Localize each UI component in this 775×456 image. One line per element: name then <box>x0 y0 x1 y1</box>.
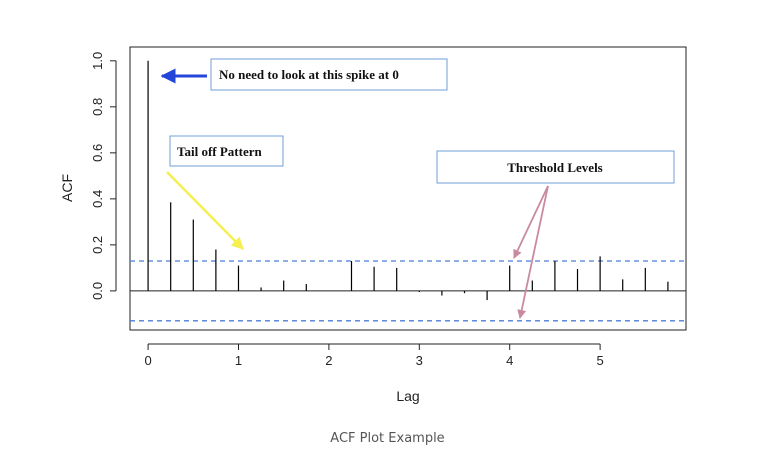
threshold-note-box <box>436 150 675 184</box>
spike-note-box <box>210 58 448 91</box>
chart-caption: ACF Plot Example <box>330 431 445 446</box>
x-tick-label: 0 <box>144 353 151 368</box>
x-tick-label: 5 <box>596 353 603 368</box>
plot-frame <box>129 46 687 331</box>
threshold-arrow-lower <box>517 185 549 319</box>
y-tick-label: 0.8 <box>90 98 105 116</box>
acf-stems <box>147 60 669 301</box>
y-tick-label: 0.4 <box>90 190 105 208</box>
threshold-arrow-upper <box>513 185 549 259</box>
tail-note-box <box>169 135 284 167</box>
y-axis-title: ACF <box>59 174 75 202</box>
x-tick-label: 3 <box>416 353 423 368</box>
y-tick-label: 0.6 <box>90 144 105 162</box>
threshold-note-text: Threshold Levels <box>507 160 602 175</box>
y-axis: 0.0 0.2 0.4 0.6 0.8 1.0 <box>90 52 117 300</box>
tail-note-arrow <box>166 171 244 250</box>
x-axis: 0 1 2 3 4 5 <box>144 343 604 368</box>
x-axis-title: Lag <box>396 388 419 404</box>
spike-note-text: No need to look at this spike at 0 <box>219 67 399 82</box>
y-tick-label: 1.0 <box>90 52 105 70</box>
y-tick-label: 0.0 <box>90 282 105 300</box>
x-tick-label: 4 <box>506 353 513 368</box>
acf-chart: 0 1 2 3 4 5 0.0 0.2 0.4 0.6 0.8 1.0 Lag ACF No nee… <box>59 46 687 404</box>
y-tick-label: 0.2 <box>90 236 105 254</box>
x-tick-label: 2 <box>325 353 332 368</box>
tail-note-text: Tail off Pattern <box>177 144 262 159</box>
x-tick-label: 1 <box>235 353 242 368</box>
